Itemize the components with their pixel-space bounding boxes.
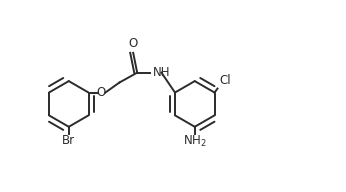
Text: O: O (97, 86, 106, 99)
Text: NH: NH (153, 66, 171, 79)
Text: Cl: Cl (219, 74, 231, 87)
Text: NH$_2$: NH$_2$ (183, 134, 207, 149)
Text: Br: Br (62, 134, 75, 147)
Text: O: O (129, 37, 138, 50)
